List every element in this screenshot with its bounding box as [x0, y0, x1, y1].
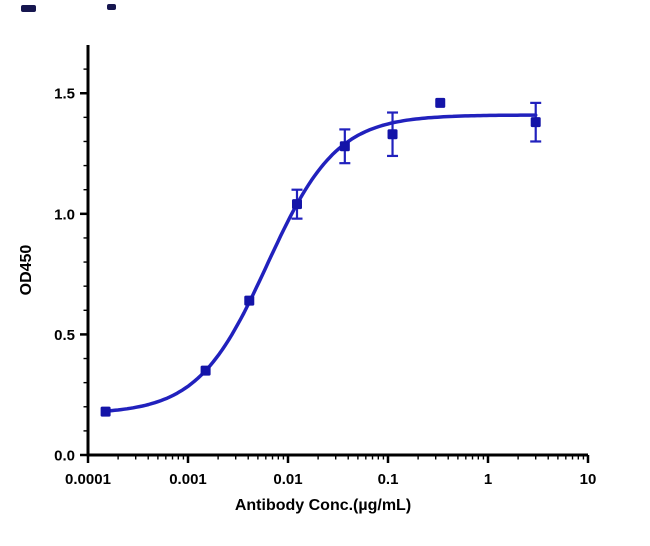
x-axis-title: Antibody Conc.(µg/mL) [235, 497, 411, 514]
data-point-marker [387, 129, 398, 140]
y-axis-title: OD450 [18, 245, 35, 296]
x-tick-label: 10 [580, 471, 597, 488]
data-point-marker [244, 295, 255, 306]
data-points [100, 97, 541, 417]
data-point-marker [100, 406, 111, 417]
x-tick-label: 0.01 [273, 471, 302, 488]
data-point-marker [530, 117, 541, 128]
x-tick-label: 0.001 [169, 471, 207, 488]
top-edge-artifact-1 [21, 5, 36, 12]
data-point-marker [291, 199, 302, 210]
y-tick-label: 0.0 [54, 448, 75, 465]
y-tick-label: 0.5 [54, 327, 75, 344]
x-tick-label: 1 [484, 471, 492, 488]
data-point-marker [435, 97, 446, 108]
x-tick-label: 0.1 [378, 471, 399, 488]
y-tick-label: 1.0 [54, 206, 75, 223]
y-tick-label: 1.5 [54, 86, 75, 103]
fit-curve [103, 113, 538, 413]
x-ticks: 0.0001 0.001 0.01 0.1 1 10 [65, 455, 596, 488]
data-point-marker [339, 141, 350, 152]
data-point-marker [200, 365, 211, 376]
y-ticks: 0.0 0.5 1.0 1.5 [54, 68, 88, 465]
top-edge-artifact-2 [107, 4, 116, 10]
x-tick-label: 0.0001 [65, 471, 111, 488]
